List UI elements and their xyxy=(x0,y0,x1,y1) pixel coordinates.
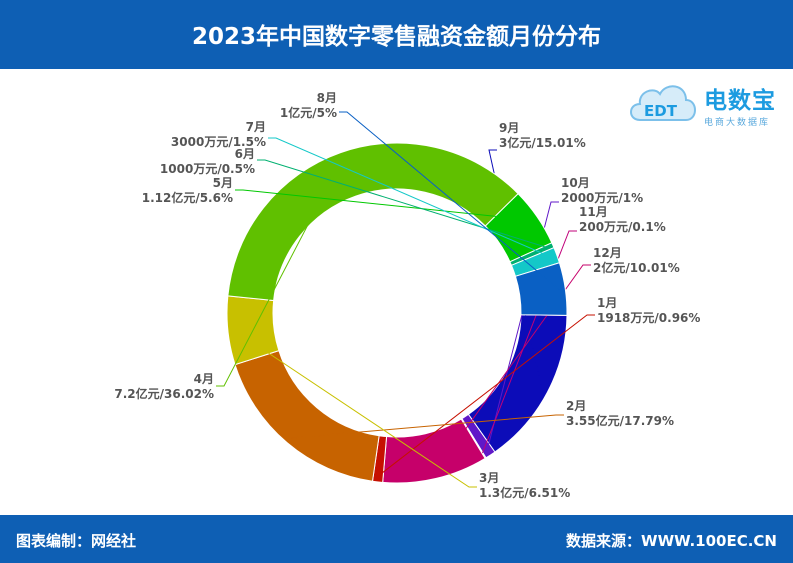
leader-line xyxy=(377,314,595,477)
slice-month-label: 11月 xyxy=(579,205,608,219)
donut-slice xyxy=(234,350,380,482)
slice-month-label: 10月 xyxy=(561,176,590,190)
leader-line xyxy=(290,414,564,439)
slice-month-label: 9月 xyxy=(499,121,519,135)
slice-value-label: 1918万元/0.96% xyxy=(597,311,700,325)
slice-month-label: 1月 xyxy=(597,296,617,310)
slice-value-label: 7.2亿元/36.02% xyxy=(114,386,214,401)
leader-line xyxy=(216,158,343,387)
slice-value-label: 3.55亿元/17.79% xyxy=(566,413,674,428)
donut-slice xyxy=(227,142,519,302)
chart-title: 2023年中国数字零售融资金额月份分布 xyxy=(191,24,601,50)
slice-month-label: 5月 xyxy=(213,176,233,190)
slice-month-label: 4月 xyxy=(194,372,214,386)
slice-month-label: 8月 xyxy=(317,91,337,105)
slice-month-label: 2月 xyxy=(566,399,586,413)
slice-month-label: 7月 xyxy=(246,120,266,134)
slice-value-label: 3000万元/1.5% xyxy=(171,135,266,149)
slice-month-label: 12月 xyxy=(593,246,622,260)
slice-value-label: 200万元/0.1% xyxy=(579,220,666,234)
chart-footer: 图表编制：网经社 数据来源：WWW.100EC.CN xyxy=(0,515,793,563)
brand-logo-text: EDT xyxy=(644,102,678,120)
slice-value-label: 3亿元/15.01% xyxy=(499,135,586,150)
brand-logo: EDT 电数宝 电商大数据库 xyxy=(626,74,786,134)
slice-value-label: 2000万元/1% xyxy=(561,191,643,205)
slice-value-label: 2亿元/10.01% xyxy=(593,260,680,275)
source-left: 图表编制：网经社 xyxy=(16,532,137,550)
slice-value-label: 1000万元/0.5% xyxy=(160,162,255,176)
leader-line xyxy=(486,201,559,451)
slice-value-label: 1.12亿元/5.6% xyxy=(142,190,233,205)
leader-line xyxy=(481,230,577,454)
slice-month-label: 6月 xyxy=(235,147,255,161)
slice-month-label: 3月 xyxy=(479,471,499,485)
leader-line xyxy=(233,329,477,488)
cloud-logo-icon: EDT xyxy=(630,85,696,121)
leader-line xyxy=(235,189,533,221)
leader-line xyxy=(339,111,560,290)
leader-line xyxy=(257,159,548,249)
donut-slice xyxy=(467,314,568,453)
slice-value-label: 1亿元/5% xyxy=(280,105,337,120)
source-right: 数据来源：WWW.100EC.CN xyxy=(566,532,777,550)
donut-slice xyxy=(514,262,568,316)
chart-header: 2023年中国数字零售融资金额月份分布 xyxy=(0,0,793,69)
brand-name: 电数宝 xyxy=(704,88,776,114)
slice-value-label: 1.3亿元/6.51% xyxy=(479,485,570,500)
brand-subtitle: 电商大数据库 xyxy=(704,118,771,128)
leader-line xyxy=(268,137,552,258)
leader-line xyxy=(434,264,591,473)
